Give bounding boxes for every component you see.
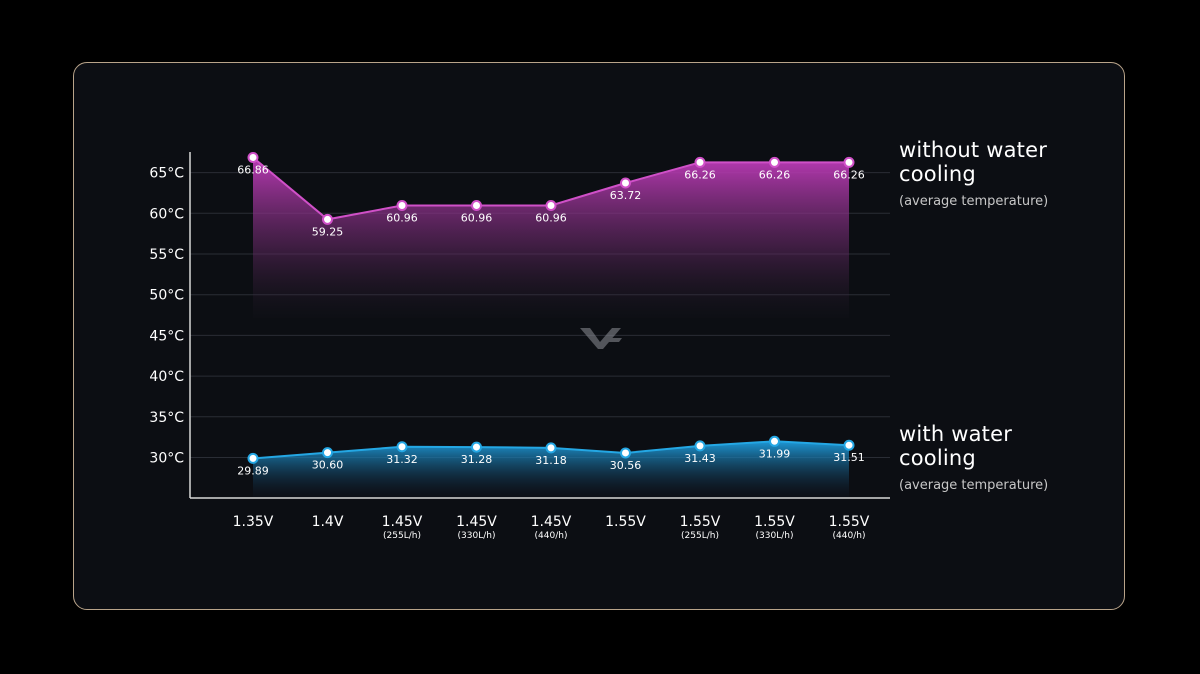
data-label-without-water-cooling: 60.96	[461, 211, 493, 224]
data-point-with-water-cooling	[396, 441, 408, 453]
legend-title-line1: without water	[899, 138, 1048, 162]
legend-title-line2: cooling	[899, 162, 976, 186]
data-label-with-water-cooling: 31.18	[535, 454, 567, 467]
data-label-with-water-cooling: 31.43	[684, 452, 716, 465]
legend-subtitle: (average temperature)	[899, 194, 1049, 209]
x-tick-sublabel: (330L/h)	[756, 531, 794, 541]
data-label-without-water-cooling: 66.86	[237, 163, 269, 176]
data-label-with-water-cooling: 30.60	[312, 459, 344, 472]
y-tick-label: 30°C	[149, 451, 184, 467]
data-label-with-water-cooling: 31.32	[386, 453, 418, 466]
data-point-without-water-cooling	[247, 151, 259, 163]
y-tick-label: 55°C	[149, 247, 184, 263]
y-tick-labels: 30°C 35°C 40°C 45°C 50°C 55°C 60°C 65°C	[149, 166, 184, 467]
data-point-with-water-cooling	[620, 447, 631, 459]
x-tick-sublabel: (440/h)	[833, 531, 866, 541]
data-point-with-water-cooling	[471, 441, 482, 453]
data-point-with-water-cooling	[247, 452, 259, 464]
x-tick-sublabel: (330L/h)	[458, 531, 496, 541]
x-tick-label: 1.4V	[312, 514, 344, 530]
axes	[189, 152, 890, 499]
data-point-without-water-cooling	[769, 156, 780, 168]
x-tick-label: 1.35V	[233, 514, 274, 530]
x-tick-sublabel: (255L/h)	[383, 531, 421, 541]
data-point-without-water-cooling	[545, 199, 557, 211]
x-tick-label: 1.55V	[754, 514, 795, 530]
legend-with-water-cooling: with water cooling (average temperature)	[899, 422, 1079, 493]
data-label-with-water-cooling: 30.56	[610, 459, 642, 472]
area-with-water-cooling	[253, 441, 849, 497]
data-labels: 66.86 59.25 60.96 60.96 60.96 63.72 66.26 66.26…	[237, 163, 865, 477]
data-point-with-water-cooling	[769, 435, 780, 447]
legend-subtitle: (average temperature)	[899, 478, 1049, 493]
series-areas	[252, 156, 850, 497]
data-label-without-water-cooling: 63.72	[610, 189, 642, 202]
data-label-with-water-cooling: 31.28	[461, 453, 493, 466]
y-tick-label: 45°C	[149, 328, 184, 344]
data-point-without-water-cooling	[843, 156, 855, 168]
y-tick-label: 65°C	[149, 166, 184, 182]
data-point-with-water-cooling	[322, 447, 333, 459]
data-label-without-water-cooling: 66.26	[684, 168, 716, 181]
data-point-with-water-cooling	[843, 439, 855, 451]
data-label-without-water-cooling: 66.26	[833, 168, 865, 181]
x-tick-labels: 1.35V 1.4V 1.45V(255L/h)1.45V(330L/h)1.45V…	[233, 514, 870, 541]
x-tick-label: 1.45V	[531, 514, 572, 530]
data-point-with-water-cooling	[694, 440, 706, 452]
data-label-with-water-cooling: 31.51	[833, 451, 865, 464]
data-label-without-water-cooling: 66.26	[759, 168, 791, 181]
y-tick-label: 60°C	[149, 206, 184, 222]
x-tick-label: 1.45V	[382, 514, 423, 530]
x-tick-label: 1.55V	[829, 514, 870, 530]
data-points	[247, 151, 855, 464]
y-tick-label: 50°C	[149, 288, 184, 304]
data-point-without-water-cooling	[471, 199, 482, 211]
legend-without-water-cooling: without water cooling (average temperatu…	[899, 138, 1079, 209]
y-tick-label: 35°C	[149, 410, 184, 426]
x-tick-sublabel: (440/h)	[535, 531, 568, 541]
data-point-without-water-cooling	[322, 213, 333, 225]
data-label-without-water-cooling: 60.96	[535, 211, 567, 224]
y-tick-label: 40°C	[149, 369, 184, 385]
data-point-without-water-cooling	[620, 177, 631, 189]
data-label-without-water-cooling: 59.25	[312, 225, 344, 238]
area-without-water-cooling	[253, 157, 849, 318]
data-label-without-water-cooling: 60.96	[386, 211, 418, 224]
vc-logo-icon	[580, 328, 622, 349]
data-label-with-water-cooling: 31.99	[759, 447, 791, 460]
x-tick-label: 1.45V	[456, 514, 497, 530]
x-tick-sublabel: (255L/h)	[681, 531, 719, 541]
data-label-with-water-cooling: 29.89	[237, 464, 269, 477]
chart-panel	[73, 62, 1125, 610]
legend-title-line2: cooling	[899, 446, 976, 470]
data-point-with-water-cooling	[545, 442, 557, 454]
x-tick-label: 1.55V	[680, 514, 721, 530]
x-tick-label: 1.55V	[605, 514, 646, 530]
legend-title-line1: with water	[899, 422, 1013, 446]
data-point-without-water-cooling	[694, 156, 706, 168]
data-point-without-water-cooling	[396, 199, 408, 211]
